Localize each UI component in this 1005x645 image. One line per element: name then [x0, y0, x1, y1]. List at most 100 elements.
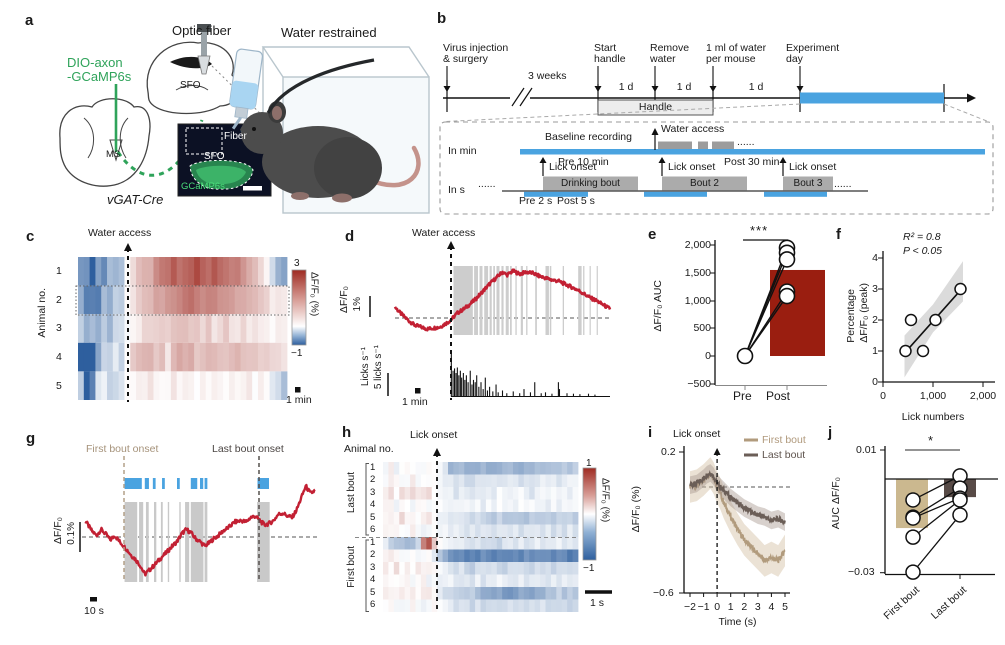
panel-h-colorbar — [582, 467, 597, 561]
ms-label: MS — [106, 149, 121, 160]
panel-c-colorbar — [291, 269, 307, 346]
panel-c-row-label: 4 — [56, 351, 62, 364]
lick-onset-label-3: Lick onset — [789, 161, 837, 173]
panel-i-onset-line — [713, 448, 721, 593]
mouse-icon — [240, 58, 421, 203]
optic-fiber-label: Optic fiber — [172, 23, 232, 38]
panel-h-timescale-label: 1 s — [590, 597, 605, 609]
three-weeks-label: 3 weeks — [528, 70, 567, 82]
panel-c-cbar-min: −1 — [291, 348, 303, 359]
event-start-handle-line1: Start — [594, 42, 617, 54]
panel-h-row-label: 6 — [370, 524, 376, 535]
panel-f-xtick: 2,000 — [969, 390, 997, 402]
event-experiment-line1: Experiment — [786, 42, 840, 54]
first-bout-onset-label: First bout onset — [86, 443, 159, 455]
panel-i-xtick: 5 — [782, 601, 788, 613]
lick-onset-label-2: Lick onset — [668, 161, 716, 173]
panel-e-significance: *** — [750, 223, 769, 238]
panel-h-first-bout-label: First bout — [346, 546, 357, 588]
panel-i-ytick-max: 0.2 — [661, 446, 676, 458]
panel-h-row-label: 3 — [370, 561, 376, 573]
post-5s-label: Post 5 s — [557, 195, 595, 207]
water-access-label-b: Water access — [661, 123, 725, 135]
panel-f-ytick: 0 — [872, 376, 878, 388]
panel-e-ylabel: ΔF/F₀ AUC — [652, 280, 664, 332]
panel-j-axes — [880, 446, 995, 579]
water-restrained-label: Water restrained — [281, 25, 377, 40]
panel-e-xtick-pre: Pre — [733, 389, 752, 403]
post-30min-label: Post 30 min — [724, 156, 780, 168]
panel-e-ytick: 500 — [693, 321, 711, 334]
water-bottle-icon — [229, 48, 264, 134]
event-virus-line2: & surgery — [443, 53, 488, 65]
panel-j-ytick-max: 0.01 — [856, 444, 877, 456]
event-experiment-line2: day — [786, 53, 803, 65]
panel-h-row-label: 2 — [370, 474, 376, 485]
scalebar-inset — [243, 186, 262, 191]
panel-e-axes — [710, 239, 827, 390]
panel-h-row-label: 6 — [370, 599, 376, 610]
panel-e-label: e — [648, 226, 657, 243]
panel-h-row-label: 4 — [370, 574, 376, 585]
panel-h-last-bout-label: Last bout — [346, 472, 357, 514]
panel-f-ytick: 2 — [872, 314, 878, 326]
legend-last-bout-label: Last bout — [762, 449, 806, 461]
optic-fiber-icon — [201, 30, 207, 56]
panel-j-significance: * — [928, 433, 935, 448]
panel-h-animal-label: Animal no. — [344, 443, 394, 455]
panel-c-row-label: 5 — [56, 379, 62, 392]
last-bout-onset-label: Last bout onset — [212, 443, 284, 455]
event-1ml-line1: 1 ml of water — [706, 42, 767, 54]
panel-d-label: d — [345, 228, 355, 245]
bout3-label: Bout 3 — [793, 178, 823, 189]
event-remove-water-line1: Remove — [650, 42, 690, 54]
vgat-cre-label: vGAT-Cre — [107, 192, 164, 207]
panel-f-ytick: 3 — [872, 283, 878, 295]
panel-i-xtick: 0 — [714, 601, 721, 613]
panel-g-timescale-label: 10 s — [84, 605, 104, 617]
panel-d-timescale-label: 1 min — [402, 396, 428, 408]
panel-f-ytick: 1 — [872, 345, 878, 357]
photometry-cable-icon — [266, 58, 375, 114]
water-access-label-d: Water access — [412, 227, 476, 239]
baseline-recording-label: Baseline recording — [545, 131, 632, 143]
pre-2s-label: Pre 2 s — [519, 195, 553, 207]
inset-fiber-label: Fiber — [224, 131, 247, 142]
panel-c-cbar-label: ΔF/F₀ (%) — [308, 272, 320, 317]
lick-onset-label-i: Lick onset — [673, 428, 721, 440]
panel-i-xtick: 1 — [727, 601, 734, 613]
panel-i-xtick: −2 — [684, 601, 696, 613]
panel-d-ylabel: ΔF/F₀ — [338, 286, 350, 314]
panel-f-xtick: 0 — [880, 390, 886, 402]
panel-e-ytick: 2,000 — [684, 238, 711, 251]
panel-d-timescale-mark — [415, 388, 421, 394]
panel-j-ylabel: AUC ΔF/F₀ — [830, 477, 842, 530]
water-access-label-c: Water access — [88, 227, 152, 239]
panel-h-label: h — [342, 424, 352, 441]
panel-c-frame — [291, 269, 307, 393]
ellipsis-row2-left: ...... — [478, 178, 496, 190]
panel-h-row-label: 1 — [370, 461, 376, 473]
in-min-label: In min — [448, 145, 477, 157]
ellipsis-row1: ...... — [737, 136, 755, 148]
panel-j-ytick-min: −0.03 — [848, 566, 875, 578]
handle-box-label: Handle — [638, 101, 673, 113]
sfo-label: SFO — [180, 80, 201, 91]
event-virus-line1: Virus injection — [443, 42, 509, 54]
panel-j-label: j — [828, 424, 833, 441]
panel-g-yscale-label: 0.1% — [66, 522, 77, 545]
panel-a-label: a — [25, 12, 34, 29]
interval-1d-first: 1 d — [618, 81, 634, 93]
panel-d-lick-ylabel: Licks s⁻¹ — [360, 347, 371, 387]
panel-e-ytick: −500 — [687, 377, 711, 390]
panel-c-cbar-max: 3 — [294, 258, 300, 269]
panel-i-xtick: 4 — [768, 601, 775, 613]
projection-path-icon — [116, 119, 204, 177]
panel-i-xtick: 2 — [741, 601, 748, 613]
panel-h-row-label: 2 — [370, 549, 376, 560]
panel-c-ylabel: Animal no. — [36, 288, 48, 338]
panel-h-frame — [365, 463, 612, 612]
panel-e-ytick: 1,500 — [684, 266, 711, 279]
panel-i-xlabel: Time (s) — [718, 616, 757, 628]
